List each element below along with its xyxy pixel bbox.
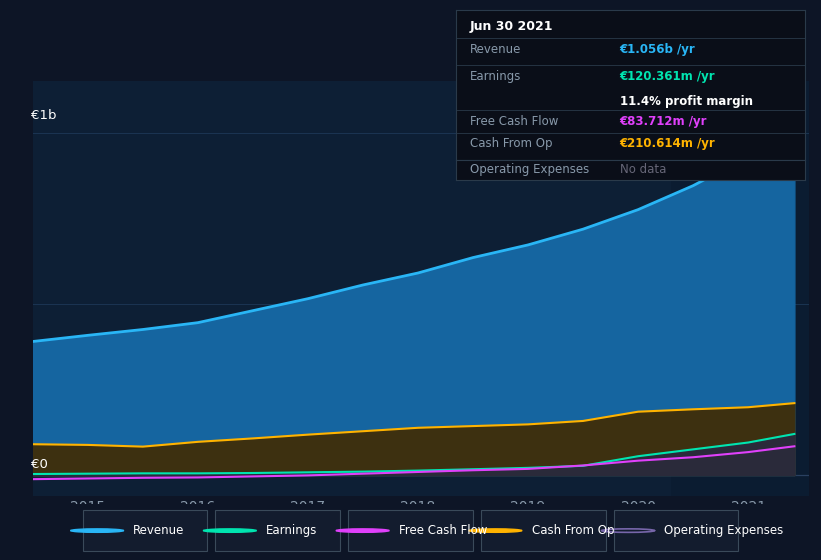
Text: No data: No data — [620, 164, 666, 176]
Circle shape — [71, 529, 124, 533]
Text: €1b: €1b — [30, 109, 56, 122]
Circle shape — [469, 529, 522, 533]
Text: Operating Expenses: Operating Expenses — [664, 524, 783, 537]
Text: Operating Expenses: Operating Expenses — [470, 164, 589, 176]
Text: Cash From Op: Cash From Op — [531, 524, 614, 537]
Circle shape — [336, 529, 389, 533]
FancyBboxPatch shape — [215, 510, 340, 551]
Text: €0: €0 — [30, 458, 48, 471]
Text: Jun 30 2021: Jun 30 2021 — [470, 20, 553, 33]
Text: €83.712m /yr: €83.712m /yr — [620, 115, 707, 128]
Bar — [671, 81, 809, 496]
FancyBboxPatch shape — [83, 510, 208, 551]
Text: €210.614m /yr: €210.614m /yr — [620, 137, 715, 150]
Text: €1.056b /yr: €1.056b /yr — [620, 43, 695, 55]
Text: Free Cash Flow: Free Cash Flow — [470, 115, 558, 128]
Text: €120.361m /yr: €120.361m /yr — [620, 69, 715, 82]
Text: Free Cash Flow: Free Cash Flow — [399, 524, 487, 537]
Text: Cash From Op: Cash From Op — [470, 137, 552, 150]
FancyBboxPatch shape — [481, 510, 606, 551]
Text: Revenue: Revenue — [133, 524, 185, 537]
Text: Earnings: Earnings — [266, 524, 318, 537]
Text: Earnings: Earnings — [470, 69, 521, 82]
Text: Revenue: Revenue — [470, 43, 521, 55]
Text: 11.4% profit margin: 11.4% profit margin — [620, 95, 753, 108]
FancyBboxPatch shape — [348, 510, 473, 551]
FancyBboxPatch shape — [613, 510, 738, 551]
Circle shape — [204, 529, 256, 533]
